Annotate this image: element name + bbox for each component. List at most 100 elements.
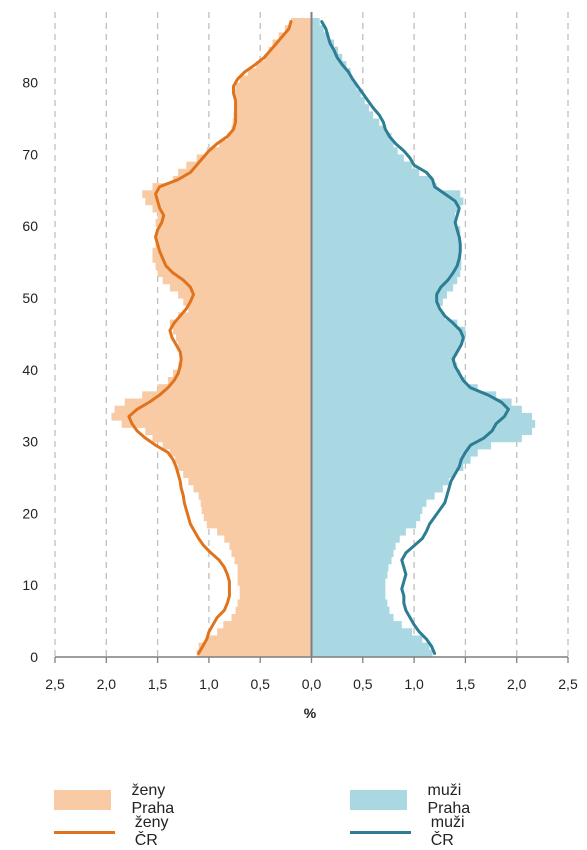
bar-zeny-praha: [234, 104, 312, 112]
bar-muzi-praha: [311, 262, 462, 270]
bar-zeny-praha: [234, 96, 312, 105]
bar-zeny-praha: [178, 362, 312, 371]
x-tick-label: 2,0: [507, 676, 527, 692]
bar-zeny-praha: [124, 398, 312, 407]
bars-group: [111, 18, 536, 658]
bar-zeny-praha: [178, 463, 312, 471]
bar-muzi-praha: [311, 161, 413, 170]
bar-zeny-praha: [237, 578, 312, 586]
legend-swatch-muzi-praha: [350, 790, 408, 810]
bar-muzi-praha: [311, 82, 357, 91]
bar-zeny-praha: [176, 333, 312, 342]
axes-group: [55, 12, 568, 658]
bar-muzi-praha: [311, 599, 388, 608]
bar-zeny-praha: [224, 534, 312, 543]
bar-muzi-praha: [311, 147, 398, 156]
bar-zeny-praha: [235, 606, 312, 615]
bar-zeny-praha: [152, 204, 312, 213]
bar-zeny-praha: [231, 125, 312, 134]
bar-muzi-praha: [311, 513, 421, 522]
bar-zeny-praha: [206, 635, 312, 644]
legend-label-muzi-praha: muži Praha: [427, 782, 471, 817]
bar-muzi-praha: [311, 384, 478, 392]
bar-muzi-praha: [311, 312, 445, 321]
bar-zeny-praha: [217, 628, 312, 637]
bar-muzi-praha: [311, 39, 335, 48]
bar-muzi-praha: [311, 226, 461, 234]
bar-zeny-praha: [198, 642, 312, 651]
bar-zeny-praha: [193, 484, 312, 493]
bar-muzi-praha: [311, 25, 324, 33]
bar-muzi-praha: [311, 254, 462, 263]
bar-muzi-praha: [311, 319, 458, 328]
bar-zeny-praha: [239, 75, 312, 84]
bar-zeny-praha: [196, 154, 312, 163]
bar-zeny-praha: [231, 613, 312, 622]
bar-muzi-praha: [311, 592, 386, 601]
lines-group: [127, 20, 510, 655]
bar-zeny-praha: [169, 319, 312, 328]
bar-zeny-praha: [201, 506, 312, 514]
bar-zeny-praha: [239, 592, 312, 601]
bar-muzi-praha: [311, 204, 461, 213]
bar-zeny-praha: [183, 298, 312, 306]
x-tick-label: 0,0: [302, 676, 322, 692]
bar-zeny-praha: [178, 168, 312, 177]
bar-muzi-praha: [311, 549, 394, 558]
bar-muzi-praha: [311, 154, 404, 163]
line-zeny-cr: [127, 20, 293, 655]
bar-zeny-praha: [152, 183, 312, 191]
bar-zeny-praha: [142, 391, 312, 400]
bar-muzi-praha: [311, 506, 423, 514]
bar-muzi-praha: [311, 484, 443, 493]
y-tick-label: 60: [22, 218, 38, 234]
x-tick-label: 0,5: [250, 676, 270, 692]
bar-zeny-praha: [152, 434, 312, 443]
bar-zeny-praha: [237, 570, 312, 579]
bar-zeny-praha: [114, 405, 312, 414]
bar-zeny-praha: [162, 276, 312, 285]
legend-label-muzi-cr: muži ČR: [430, 814, 465, 849]
x-tick-label: 2,5: [45, 676, 65, 692]
bar-zeny-praha: [272, 39, 312, 48]
bar-muzi-praha: [311, 585, 386, 593]
bar-muzi-praha: [311, 520, 417, 529]
y-tick-label: 20: [22, 505, 38, 521]
bar-zeny-praha: [223, 621, 312, 629]
bar-zeny-praha: [178, 312, 312, 321]
bar-muzi-praha: [311, 499, 427, 507]
bar-muzi-praha: [311, 578, 386, 586]
bar-zeny-praha: [169, 448, 312, 457]
bar-muzi-praha: [311, 219, 458, 227]
bar-zeny-praha: [206, 147, 312, 156]
legend-item-muzi-praha: muži Praha: [350, 782, 489, 818]
bar-muzi-praha: [311, 441, 492, 450]
bar-muzi-praha: [311, 68, 351, 77]
y-tick-label: 30: [22, 434, 38, 450]
bar-muzi-praha: [311, 240, 461, 249]
bar-muzi-praha: [311, 542, 396, 550]
bar-muzi-praha: [311, 333, 466, 342]
bar-zeny-praha: [157, 211, 312, 220]
bar-zeny-praha: [121, 420, 312, 428]
bar-zeny-praha: [152, 247, 312, 256]
bar-muzi-praha: [311, 233, 460, 242]
bar-zeny-praha: [219, 140, 312, 148]
bar-muzi-praha: [311, 32, 329, 41]
legend-label-zeny-cr: ženy ČR: [134, 814, 169, 849]
bar-muzi-praha: [311, 283, 454, 292]
bar-zeny-praha: [178, 341, 312, 349]
bar-muzi-praha: [311, 140, 394, 148]
bar-muzi-praha: [311, 412, 533, 421]
bar-zeny-praha: [235, 82, 312, 91]
bar-muzi-praha: [311, 197, 464, 206]
bar-zeny-praha: [227, 132, 312, 141]
bar-muzi-praha: [311, 606, 390, 615]
bar-zeny-praha: [234, 556, 312, 565]
bar-zeny-praha: [239, 585, 312, 593]
bar-zeny-praha: [196, 649, 312, 658]
bar-muzi-praha: [311, 405, 522, 414]
bar-zeny-praha: [180, 355, 312, 364]
bar-muzi-praha: [311, 534, 400, 543]
y-tick-label: 40: [22, 362, 38, 378]
